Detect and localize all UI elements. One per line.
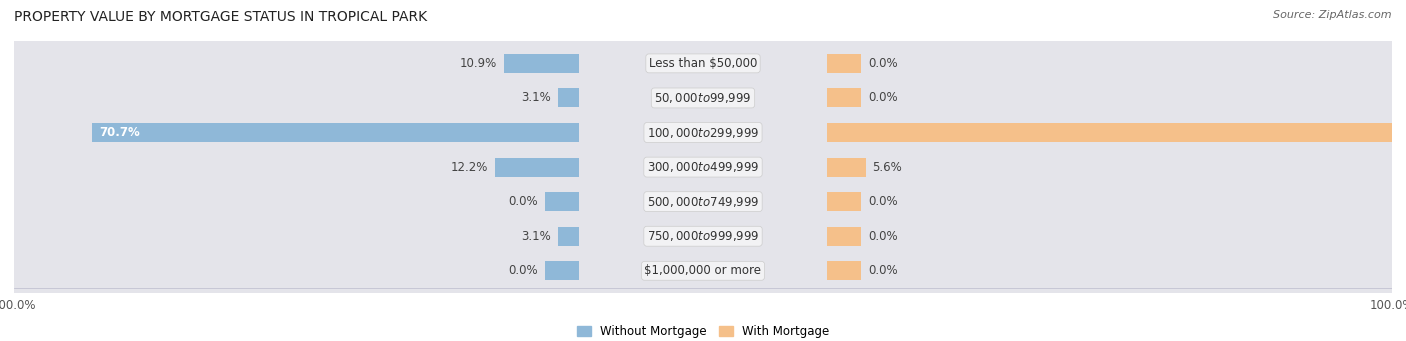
Bar [544,261,579,280]
Text: $100,000 to $299,999: $100,000 to $299,999 [647,125,759,139]
FancyBboxPatch shape [13,248,1393,294]
Bar [827,227,862,246]
Text: 0.0%: 0.0% [508,195,537,208]
Text: $50,000 to $99,999: $50,000 to $99,999 [654,91,752,105]
Text: 0.0%: 0.0% [869,264,898,277]
Text: PROPERTY VALUE BY MORTGAGE STATUS IN TROPICAL PARK: PROPERTY VALUE BY MORTGAGE STATUS IN TRO… [14,10,427,24]
Bar [558,227,579,246]
FancyBboxPatch shape [13,75,1393,121]
Text: $1,000,000 or more: $1,000,000 or more [644,264,762,277]
Bar [827,261,862,280]
Text: $300,000 to $499,999: $300,000 to $499,999 [647,160,759,174]
Text: 5.6%: 5.6% [873,161,903,174]
Text: $750,000 to $999,999: $750,000 to $999,999 [647,229,759,243]
Text: 0.0%: 0.0% [869,91,898,104]
FancyBboxPatch shape [13,213,1393,259]
Bar [827,123,1406,142]
Text: 0.0%: 0.0% [869,195,898,208]
Bar [495,158,579,177]
Text: 3.1%: 3.1% [522,91,551,104]
FancyBboxPatch shape [13,179,1393,224]
Text: 70.7%: 70.7% [98,126,139,139]
FancyBboxPatch shape [13,110,1393,155]
Legend: Without Mortgage, With Mortgage: Without Mortgage, With Mortgage [572,321,834,341]
Bar [827,54,862,73]
Bar [503,54,579,73]
Text: 12.2%: 12.2% [451,161,488,174]
Text: 0.0%: 0.0% [508,264,537,277]
Text: Source: ZipAtlas.com: Source: ZipAtlas.com [1274,10,1392,20]
Bar [827,192,862,211]
FancyBboxPatch shape [13,144,1393,190]
Text: 3.1%: 3.1% [522,230,551,243]
Bar [91,123,579,142]
Bar [558,88,579,107]
Text: $500,000 to $749,999: $500,000 to $749,999 [647,195,759,209]
Bar [544,192,579,211]
FancyBboxPatch shape [13,41,1393,86]
Bar [827,88,862,107]
Text: 10.9%: 10.9% [460,57,496,70]
Text: 0.0%: 0.0% [869,230,898,243]
Text: Less than $50,000: Less than $50,000 [648,57,758,70]
Bar [827,158,866,177]
Text: 0.0%: 0.0% [869,57,898,70]
